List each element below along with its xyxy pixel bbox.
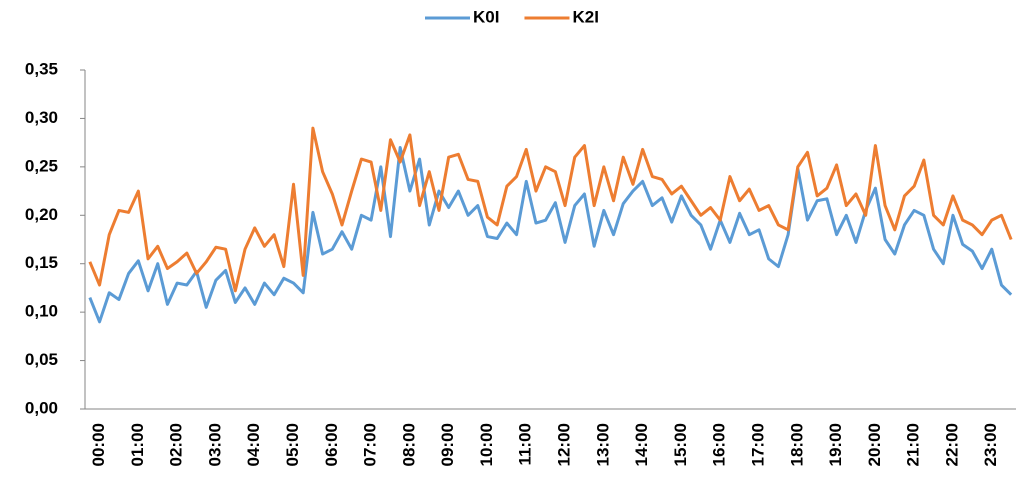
x-tick-label: 14:00 (632, 423, 651, 466)
series-line (88, 145, 1013, 324)
x-tick-label: 23:00 (981, 423, 1000, 466)
x-tick-label: 13:00 (593, 423, 612, 466)
x-tick-label: 06:00 (322, 423, 341, 466)
y-tick-label: 0,00 (25, 398, 58, 417)
x-tick-label: 08:00 (399, 423, 418, 466)
y-tick-label: 0,30 (25, 108, 58, 127)
y-tick-label: 0,15 (25, 253, 58, 272)
y-tick-label: 0,35 (25, 59, 58, 78)
x-tick-label: 22:00 (942, 423, 961, 466)
x-tick-label: 07:00 (361, 423, 380, 466)
y-tick-label: 0,25 (25, 156, 58, 175)
y-tick-label: 0,05 (25, 350, 58, 369)
x-tick-label: 01:00 (128, 423, 147, 466)
x-tick-label: 19:00 (826, 423, 845, 466)
x-tick-label: 12:00 (555, 423, 574, 466)
y-tick-label: 0,20 (25, 205, 58, 224)
x-tick-label: 21:00 (904, 423, 923, 466)
x-tick-label: 00:00 (89, 423, 108, 466)
x-tick-label: 17:00 (748, 423, 767, 466)
x-tick-label: 20:00 (865, 423, 884, 466)
x-tick-label: 15:00 (671, 423, 690, 466)
x-tick-label: 18:00 (787, 423, 806, 466)
x-tick-label: 09:00 (438, 423, 457, 466)
y-tick-label: 0,10 (25, 302, 58, 321)
legend-label: K0I (473, 7, 499, 26)
x-tick-label: 16:00 (710, 423, 729, 466)
x-tick-label: 05:00 (283, 423, 302, 466)
series-line (88, 126, 1013, 293)
x-tick-label: 02:00 (167, 423, 186, 466)
x-tick-label: 10:00 (477, 423, 496, 466)
legend: K0I K2I (425, 7, 599, 26)
x-tick-label: 11:00 (516, 423, 535, 466)
x-tick-label: 03:00 (205, 423, 224, 466)
x-tick-label: 04:00 (244, 423, 263, 466)
legend-label: K2I (572, 7, 598, 26)
